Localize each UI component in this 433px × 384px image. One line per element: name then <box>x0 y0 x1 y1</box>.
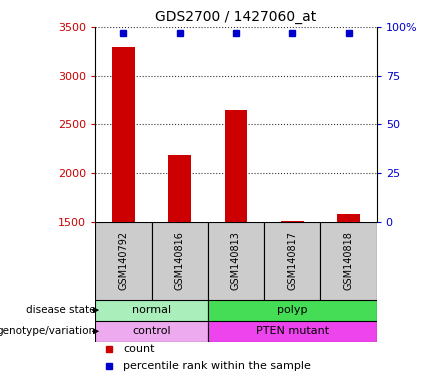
Title: GDS2700 / 1427060_at: GDS2700 / 1427060_at <box>155 10 317 25</box>
Bar <box>95 321 208 342</box>
Text: control: control <box>132 326 171 336</box>
Bar <box>95 222 152 300</box>
Bar <box>281 221 304 222</box>
Text: GSM140813: GSM140813 <box>231 231 241 290</box>
Bar <box>208 222 264 300</box>
Text: GSM140818: GSM140818 <box>343 231 354 290</box>
Text: genotype/variation: genotype/variation <box>0 326 95 336</box>
Text: GSM140816: GSM140816 <box>174 231 185 290</box>
Bar <box>337 214 360 222</box>
Bar <box>208 300 377 321</box>
Bar <box>152 222 208 300</box>
Text: polyp: polyp <box>277 305 307 315</box>
Bar <box>112 47 135 222</box>
Text: GSM140817: GSM140817 <box>287 231 297 290</box>
Bar <box>225 110 247 222</box>
Text: count: count <box>123 344 155 354</box>
Bar <box>320 222 377 300</box>
Bar <box>264 222 320 300</box>
Bar <box>95 300 208 321</box>
Bar <box>168 156 191 222</box>
Bar <box>208 321 377 342</box>
Text: normal: normal <box>132 305 171 315</box>
Text: disease state: disease state <box>26 305 95 315</box>
Text: percentile rank within the sample: percentile rank within the sample <box>123 361 311 371</box>
Text: PTEN mutant: PTEN mutant <box>256 326 329 336</box>
Text: GSM140792: GSM140792 <box>118 231 129 290</box>
